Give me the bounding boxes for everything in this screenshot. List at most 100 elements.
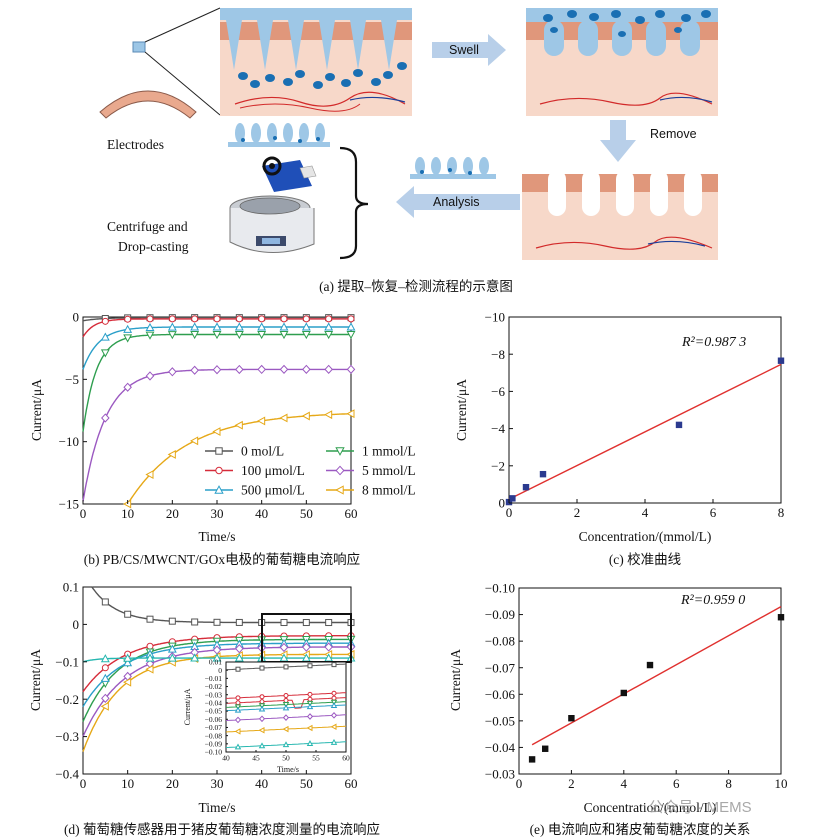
chart-d-inset-ytick-label: −0.10 (205, 748, 223, 757)
chart-b-series-point-2 (100, 332, 110, 341)
chart-b-series-point-1 (146, 315, 154, 323)
chart-d-inset-ytick-label: −0.02 (205, 682, 223, 691)
chart-d-xtick-label: 40 (255, 776, 268, 791)
chart-b-series-point-3 (301, 330, 311, 340)
chart-e-xtick-label: 2 (568, 776, 575, 791)
chart-d-series-point-3 (123, 658, 133, 667)
chart-e-xlabel: Concentration/(mmol/L) (584, 800, 717, 815)
chart-b-series-point-4 (279, 364, 289, 375)
chart-c-ylabel: Current/μA (454, 379, 469, 441)
chart-b-series-point-5 (257, 416, 266, 426)
chart-d-inset-point (330, 712, 338, 719)
chart-d-ytick-label: −0.2 (55, 692, 79, 707)
chart-b-series-point-4 (123, 382, 132, 392)
chart-b-series-point-3 (145, 331, 155, 340)
chart-b-series (82, 314, 356, 509)
chart-b-series-point-1 (347, 315, 355, 323)
chart-b-series-point-2 (257, 322, 267, 331)
chart-c-ytick-label: −2 (491, 458, 505, 473)
chart-b-legend-label: 0 mol/L (241, 444, 284, 459)
chart-e-ytick-label: −0.06 (485, 687, 516, 702)
chart-d-inset-point (258, 705, 266, 712)
chart-d-inset: 40 45 50 55 60 0.010−0.01−0.02−0.03−0.04−0.05… (183, 658, 350, 774)
chart-b-series-point-1 (124, 315, 132, 323)
chart-d-inset-ticks: 40 45 50 55 60 0.010−0.01−0.02−0.03−0.04−0.05… (205, 658, 350, 763)
chart-e-point (620, 689, 627, 697)
chart-b-legend-label: 100 μmol/L (241, 463, 305, 478)
chart-b-series-point-1 (235, 315, 243, 323)
chart-d-inset-point (331, 695, 337, 701)
chart-b-frame (82, 316, 352, 505)
chart-b-series-point-3 (190, 330, 200, 340)
chart-d-inset-ytick-label: −0.06 (205, 715, 223, 724)
chart-d-inset-point (235, 666, 241, 672)
chart-d-inset-ytick-label: −0.09 (205, 739, 223, 748)
chart-d-inset-xtick-label: 50 (282, 754, 290, 763)
chart-e-caption: (e) 电流响应和猪皮葡萄糖浓度的关系 (530, 821, 751, 837)
chart-d-inset-point (282, 741, 290, 748)
chart-d-series-point-4 (324, 642, 333, 652)
chart-c-xlabel: Concentration/(mmol/L) (579, 529, 712, 544)
chart-b-ytick-label: −15 (59, 497, 79, 512)
chart-d-inset-xlabel: Time/s (277, 765, 299, 774)
chart-b-legend-label: 500 μmol/L (241, 483, 305, 498)
chart-d-ticks: 0 10 20 30 40 50 60 0.1 0 −0.1 −0.2 −0.3 −0.4 (55, 580, 357, 791)
centrifuge-label-line1: Centrifuge and (107, 219, 188, 234)
chart-b-series-point-2 (346, 322, 356, 331)
chart-d-inset-point (258, 715, 266, 723)
chart-b-series-point-3 (212, 330, 222, 340)
chart-d-xtick-label: 20 (166, 776, 179, 791)
chart-d-caption: (d) 葡萄糖传感器用于猪皮葡萄糖浓度测量的电流响应 (64, 821, 380, 837)
chart-c-ytick-label: 0 (499, 496, 506, 511)
analysis-arrow: Analysis (396, 186, 520, 218)
chart-c-xtick-label: 4 (642, 505, 649, 520)
chart-e-xtick-label: 6 (673, 776, 680, 791)
chart-b-series-point-5 (190, 436, 199, 446)
chart-b-ticks: 0 10 20 30 40 50 60 0 −5 −10 −15 (59, 310, 358, 521)
chart-d-series-point-0 (302, 619, 310, 627)
chart-b-series-point-4 (257, 364, 266, 375)
chart-d-inset-point (282, 714, 290, 721)
chart-b-series-point-5 (301, 411, 310, 421)
chart-b-series-point-3 (100, 349, 110, 358)
chart-b-series-point-3 (167, 331, 177, 340)
chart-b-series-point-1 (280, 315, 288, 323)
chart-e-xtick-label: 10 (775, 776, 788, 791)
swell-label: Swell (449, 43, 479, 57)
chart-d-inset-point (258, 742, 266, 749)
electrodes-label: Electrodes (107, 137, 164, 152)
chart-e-ticks: 0 2 4 6 8 10 −0.03 −0.04 −0.05 −0.06 −0.07 −0.08 −0.… (485, 581, 788, 791)
chart-d-inset-xtick-label: 60 (342, 754, 350, 763)
chart-d-inset-point (331, 690, 337, 696)
chart-b: 0 10 20 30 40 50 60 0 −5 −10 −15 0 mol/L 1 mmol/L 10… (29, 310, 416, 567)
bracket (339, 146, 369, 260)
chart-d-inset-ytick-label: −0.01 (205, 674, 223, 683)
chart-d-inset-point (258, 726, 265, 734)
chart-e-point (568, 715, 575, 722)
chart-e-point (542, 745, 549, 752)
schematic-panel: Swell Remov (99, 7, 718, 294)
chart-d-xtick-label: 50 (300, 776, 313, 791)
chart-c-fit-line (508, 363, 782, 500)
chart-e-xtick-label: 0 (516, 776, 523, 791)
chart-b-series-point-3 (123, 334, 133, 343)
chart-b-xtick-label: 0 (80, 506, 87, 521)
analysis-label: Analysis (433, 195, 480, 209)
chart-b-series-point-4 (235, 364, 244, 375)
chart-c-caption: (c) 校准曲线 (609, 551, 681, 567)
chart-d-inset-ytick-label: −0.05 (205, 707, 223, 716)
remove-label: Remove (650, 127, 697, 141)
chart-b-series-line-4 (82, 368, 351, 502)
chart-b-series-point-2 (324, 322, 334, 331)
chart-d-inset-ytick-label: 0.01 (209, 658, 222, 667)
electrode-card (262, 156, 317, 192)
chart-c-ytick-label: −8 (491, 347, 505, 362)
chart-b-series-point-1 (168, 315, 176, 323)
chart-d-series-point-0 (146, 615, 154, 623)
chart-e-r2: R²=0.959 0 (680, 593, 745, 608)
chart-d-series-point-6 (145, 653, 155, 662)
chart-d-inset-point (307, 691, 313, 697)
chart-d-inset-xtick-label: 45 (252, 754, 260, 763)
chart-d-series-point-5 (123, 677, 132, 687)
zoom-line-bottom (144, 51, 221, 116)
